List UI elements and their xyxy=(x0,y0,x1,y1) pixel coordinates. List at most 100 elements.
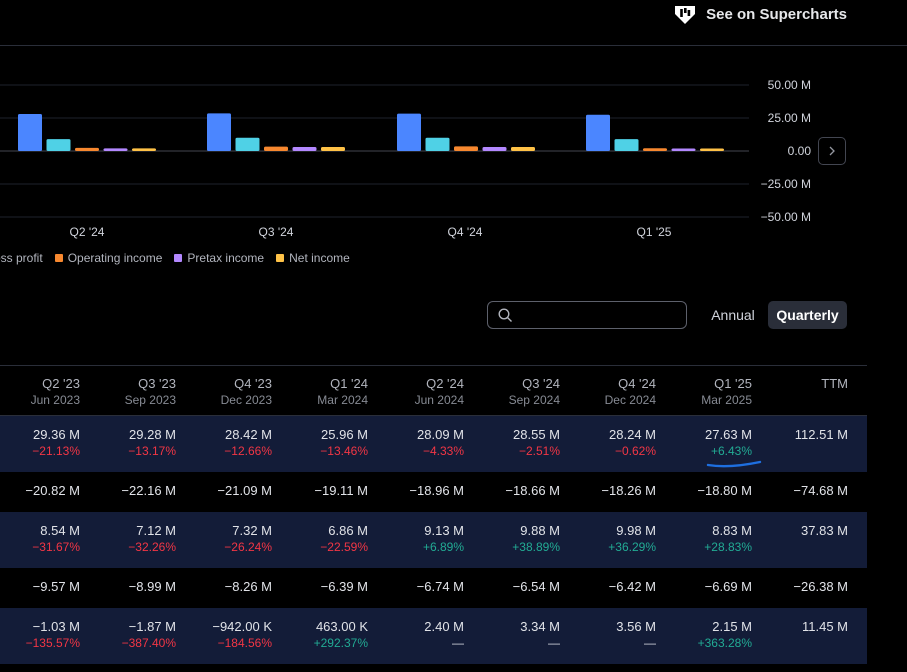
financials-table: Q2 '23 Jun 2023 Q3 '23 Sep 2023 Q4 '23 Dec 20… xyxy=(0,365,867,664)
search-input[interactable] xyxy=(519,306,683,324)
cell-value: 8.83 M xyxy=(712,523,752,538)
chart-next-button[interactable] xyxy=(818,137,846,165)
bar-gross-profit[interactable] xyxy=(207,113,231,151)
y-tick-label: −25.00 M xyxy=(761,177,811,191)
table-cell: −6.69 M xyxy=(662,579,752,594)
cell-change: +363.28% xyxy=(697,636,752,650)
chart-legend: oss profit Operating income Pretax income N… xyxy=(0,250,362,266)
cell-change: −4.33% xyxy=(422,444,464,458)
legend-item[interactable]: Pretax income xyxy=(174,251,264,265)
legend-label: Pretax income xyxy=(187,251,265,265)
cell-value: 463.00 K xyxy=(315,619,368,634)
cell-change: — xyxy=(452,636,464,650)
cell-value: 28.55 M xyxy=(513,427,560,442)
column-quarter: Q2 '24 xyxy=(426,376,464,391)
column-date: Jun 2023 xyxy=(30,393,80,407)
legend-item[interactable]: Net income xyxy=(276,251,350,265)
cell-value: 29.36 M xyxy=(33,427,80,442)
bar-pretax-income[interactable] xyxy=(671,148,696,151)
table-cell: 28.24 M −0.62% xyxy=(566,427,656,458)
bar-net-income[interactable] xyxy=(132,148,156,151)
table-cell: 9.98 M +36.29% xyxy=(566,523,656,554)
x-tick-label: Q3 '24 xyxy=(259,225,294,239)
table-cell: −21.09 M xyxy=(182,483,272,498)
cell-change: −32.26% xyxy=(128,540,176,554)
bar-pretax-income[interactable] xyxy=(292,147,317,151)
legend-item[interactable]: oss profit xyxy=(0,251,43,265)
cell-value: 8.54 M xyxy=(40,523,80,538)
cell-value: −942.00 K xyxy=(212,619,272,634)
column-quarter: Q1 '25 xyxy=(714,376,752,391)
cell-change: −26.24% xyxy=(224,540,272,554)
column-quarter: Q4 '23 xyxy=(234,376,272,391)
bar-ebitda[interactable] xyxy=(614,139,639,151)
see-on-supercharts-link[interactable]: See on Supercharts xyxy=(672,3,847,25)
y-tick-label: 0.00 xyxy=(788,144,812,158)
table-row: −9.57 M −8.99 M −8.26 M −6.39 M −6.74 M −6.54… xyxy=(0,568,867,608)
legend-swatch xyxy=(174,254,183,262)
table-cell: 2.15 M +363.28% xyxy=(662,619,752,650)
y-tick-label: −50.00 M xyxy=(761,210,811,224)
bar-operating-income[interactable] xyxy=(264,146,288,151)
bar-gross-profit[interactable] xyxy=(18,114,42,151)
table-cell: 29.28 M −13.17% xyxy=(86,427,176,458)
column-header: Q1 '25 Mar 2025 xyxy=(662,376,752,407)
cell-value: 3.34 M xyxy=(520,619,560,634)
bar-gross-profit[interactable] xyxy=(586,114,610,151)
legend-swatch xyxy=(276,254,285,262)
column-date: Mar 2025 xyxy=(701,393,752,407)
table-cell: 28.09 M −4.33% xyxy=(374,427,464,458)
cell-change: +38.89% xyxy=(512,540,560,554)
cell-value: −21.09 M xyxy=(217,483,272,498)
bar-ebitda[interactable] xyxy=(46,139,71,151)
cell-change: +6.43% xyxy=(710,444,752,458)
legend-item[interactable]: Operating income xyxy=(54,251,162,265)
cell-value: −6.69 M xyxy=(704,579,752,594)
quarterly-button[interactable]: Quarterly xyxy=(768,301,847,329)
annual-button[interactable]: Annual xyxy=(711,307,755,323)
chevron-right-icon xyxy=(829,146,835,156)
bar-gross-profit[interactable] xyxy=(397,113,421,151)
bar-net-income[interactable] xyxy=(321,147,345,151)
bar-ebitda[interactable] xyxy=(425,137,450,151)
top-bar: See on Supercharts xyxy=(0,0,907,46)
column-header: Q3 '23 Sep 2023 xyxy=(86,376,176,407)
cell-value: 37.83 M xyxy=(801,523,848,538)
cell-value: 9.13 M xyxy=(424,523,464,538)
bar-operating-income[interactable] xyxy=(454,146,478,151)
cell-change: −31.67% xyxy=(32,540,80,554)
cell-value: 27.63 M xyxy=(705,427,752,442)
column-header: Q3 '24 Sep 2024 xyxy=(470,376,560,407)
bar-net-income[interactable] xyxy=(511,147,535,151)
legend-label: oss profit xyxy=(0,251,43,265)
table-cell: −8.99 M xyxy=(86,579,176,594)
cell-value: −9.57 M xyxy=(32,579,80,594)
table-cell: −19.11 M xyxy=(278,483,368,498)
table-cell: 3.56 M — xyxy=(566,619,656,650)
bar-operating-income[interactable] xyxy=(643,148,667,151)
table-cell: −6.74 M xyxy=(374,579,464,594)
cell-value: 112.51 M xyxy=(794,427,848,442)
column-quarter: Q3 '24 xyxy=(522,376,560,391)
search-box[interactable] xyxy=(487,301,687,329)
cell-value: −74.68 M xyxy=(793,483,848,498)
bar-ebitda[interactable] xyxy=(235,137,260,151)
bar-chart: 50.00 M 25.00 M 0.00 −25.00 M −50.00 M Q2 '24… xyxy=(0,78,812,239)
cell-value: −1.87 M xyxy=(128,619,176,634)
table-cell: 7.32 M −26.24% xyxy=(182,523,272,554)
bar-pretax-income[interactable] xyxy=(103,148,128,151)
table-cell: 29.36 M −21.13% xyxy=(0,427,80,458)
column-date: Dec 2023 xyxy=(220,393,272,407)
cell-change: — xyxy=(644,636,656,650)
bar-operating-income[interactable] xyxy=(75,147,99,151)
cell-value: −18.66 M xyxy=(505,483,560,498)
column-header: Q1 '24 Mar 2024 xyxy=(278,376,368,407)
cell-value: 29.28 M xyxy=(129,427,176,442)
bar-pretax-income[interactable] xyxy=(482,147,507,151)
table-cell: 28.42 M −12.66% xyxy=(182,427,272,458)
bar-net-income[interactable] xyxy=(700,148,724,151)
table-cell: −8.26 M xyxy=(182,579,272,594)
cell-value: −18.80 M xyxy=(697,483,752,498)
table-cell: 463.00 K +292.37% xyxy=(278,619,368,650)
table-cell: −6.42 M xyxy=(566,579,656,594)
